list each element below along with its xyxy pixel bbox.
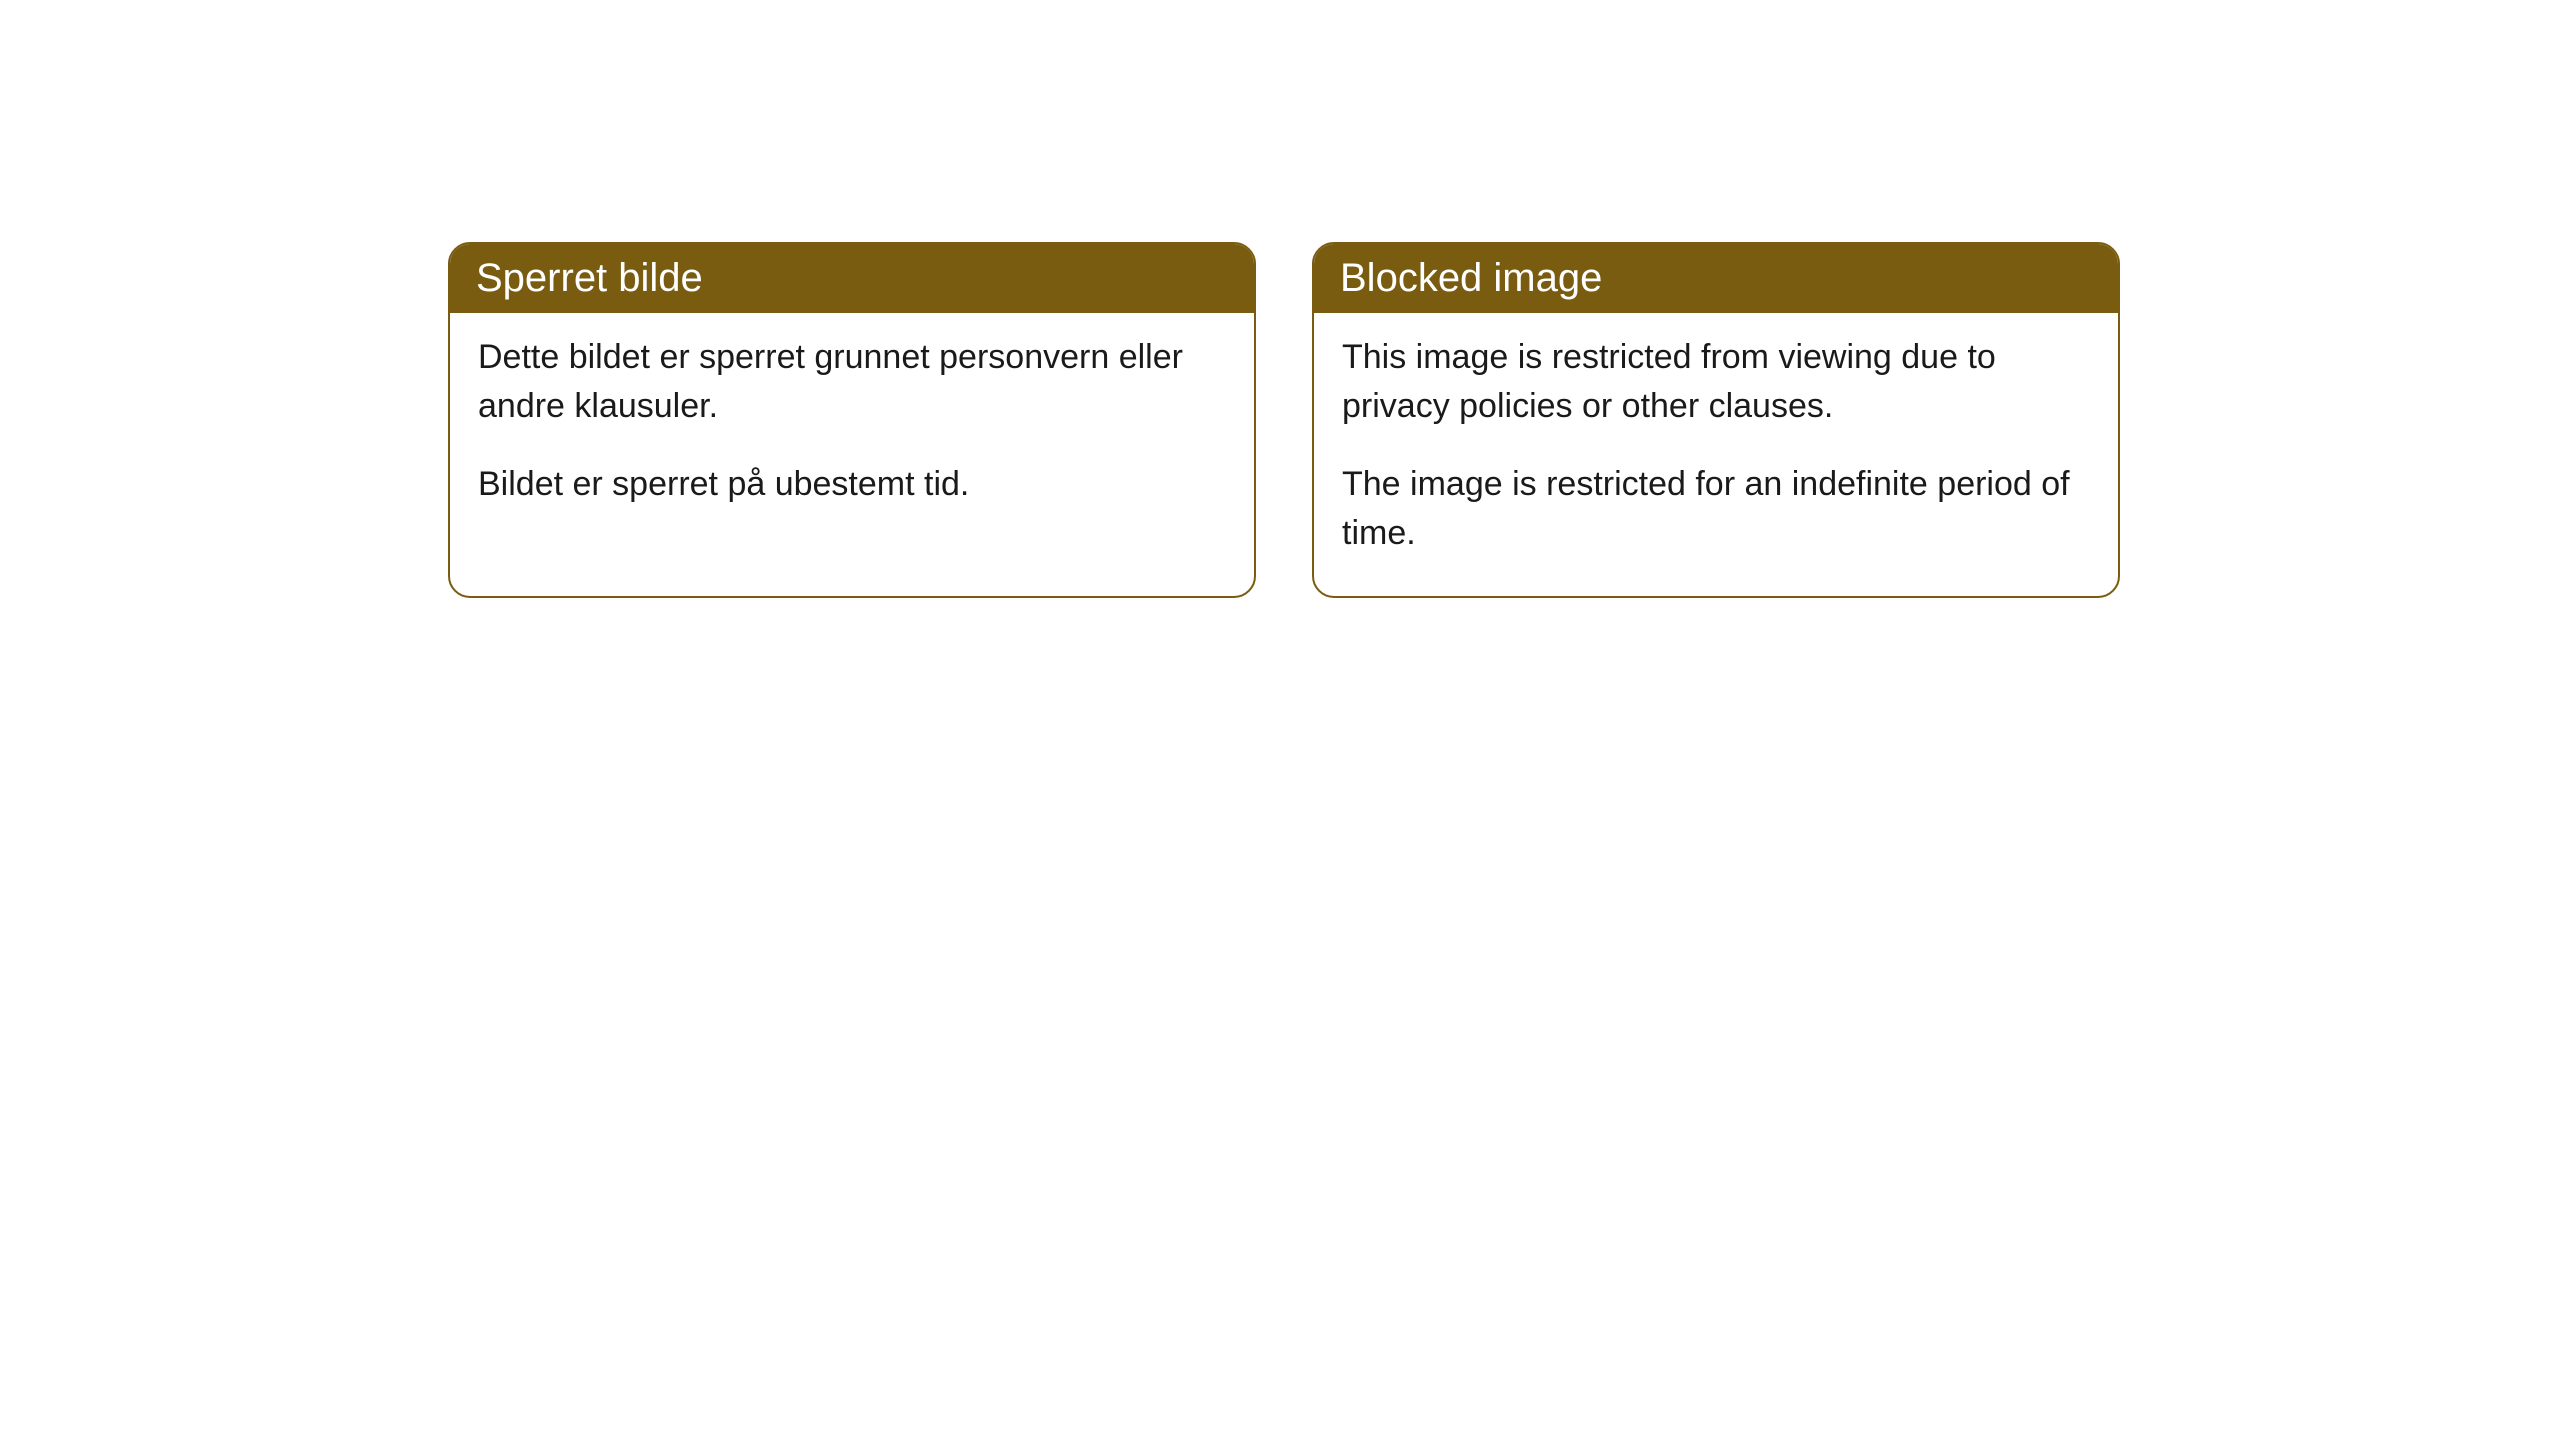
card-body-english: This image is restricted from viewing du… <box>1314 313 2118 596</box>
card-header-english: Blocked image <box>1314 244 2118 313</box>
card-body-norwegian: Dette bildet er sperret grunnet personve… <box>450 313 1254 547</box>
card-paragraph-1-norwegian: Dette bildet er sperret grunnet personve… <box>478 333 1226 432</box>
card-header-norwegian: Sperret bilde <box>450 244 1254 313</box>
blocked-image-card-english: Blocked image This image is restricted f… <box>1312 242 2120 598</box>
blocked-image-card-norwegian: Sperret bilde Dette bildet er sperret gr… <box>448 242 1256 598</box>
card-paragraph-1-english: This image is restricted from viewing du… <box>1342 333 2090 432</box>
cards-container: Sperret bilde Dette bildet er sperret gr… <box>0 0 2560 598</box>
card-paragraph-2-norwegian: Bildet er sperret på ubestemt tid. <box>478 460 1226 509</box>
card-paragraph-2-english: The image is restricted for an indefinit… <box>1342 460 2090 559</box>
